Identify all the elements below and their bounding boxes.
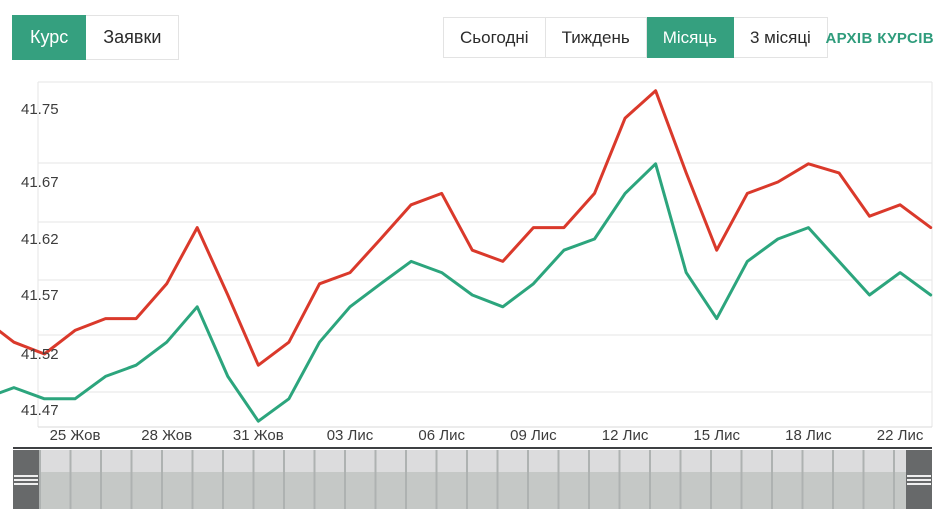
range-filter-left-handle[interactable] (13, 450, 39, 509)
range-filter-right-handle[interactable] (906, 450, 932, 509)
y-axis-label: 41.67 (21, 174, 59, 191)
x-axis-label: 28 Жов (141, 427, 192, 444)
y-axis-label: 41.47 (21, 402, 59, 419)
x-axis-label: 09 Лис (510, 427, 557, 444)
x-axis-label: 31 Жов (233, 427, 284, 444)
y-axis-label: 41.75 (21, 101, 59, 118)
y-axis-label: 41.57 (21, 287, 59, 304)
tab-zayavky[interactable]: Заявки (86, 15, 180, 60)
y-axis-label: 41.62 (21, 231, 59, 248)
x-axis-label: 03 Лис (327, 427, 374, 444)
tab-three-months[interactable]: 3 місяці (733, 17, 828, 58)
period-tabs: Сьогодні Тиждень Місяць 3 місяці (443, 17, 828, 58)
x-axis-label: 18 Лис (785, 427, 832, 444)
range-filter-top-border (13, 447, 932, 449)
tab-today[interactable]: Сьогодні (443, 17, 546, 58)
range-filter-track[interactable] (39, 450, 906, 509)
tab-kurs[interactable]: Курс (12, 15, 87, 60)
red-line (0, 89, 933, 367)
grip-icon (14, 475, 38, 485)
archive-rates-link[interactable]: АРХІВ КУРСІВ (825, 30, 934, 47)
tab-month[interactable]: Місяць (646, 17, 734, 58)
chart-range-filter (13, 447, 932, 510)
chart-canvas: 41.75 41.67 41.62 41.57 41.52 41.47 25 Жов 28 Ж… (0, 81, 933, 444)
x-axis-label: 25 Жов (50, 427, 101, 444)
x-axis-label: 22 Лис (877, 427, 924, 444)
green-line (0, 162, 933, 423)
rates-line-chart[interactable]: 41.75 41.67 41.62 41.57 41.52 41.47 25 Жов 28 Ж… (0, 0, 945, 447)
x-axis-label: 12 Лис (602, 427, 649, 444)
x-axis-label: 06 Лис (418, 427, 465, 444)
grip-icon (907, 475, 931, 485)
x-axis-label: 15 Лис (693, 427, 740, 444)
tab-week[interactable]: Тиждень (545, 17, 647, 58)
view-toggle: Курс Заявки (12, 15, 180, 60)
y-axis-label: 41.52 (21, 346, 59, 363)
